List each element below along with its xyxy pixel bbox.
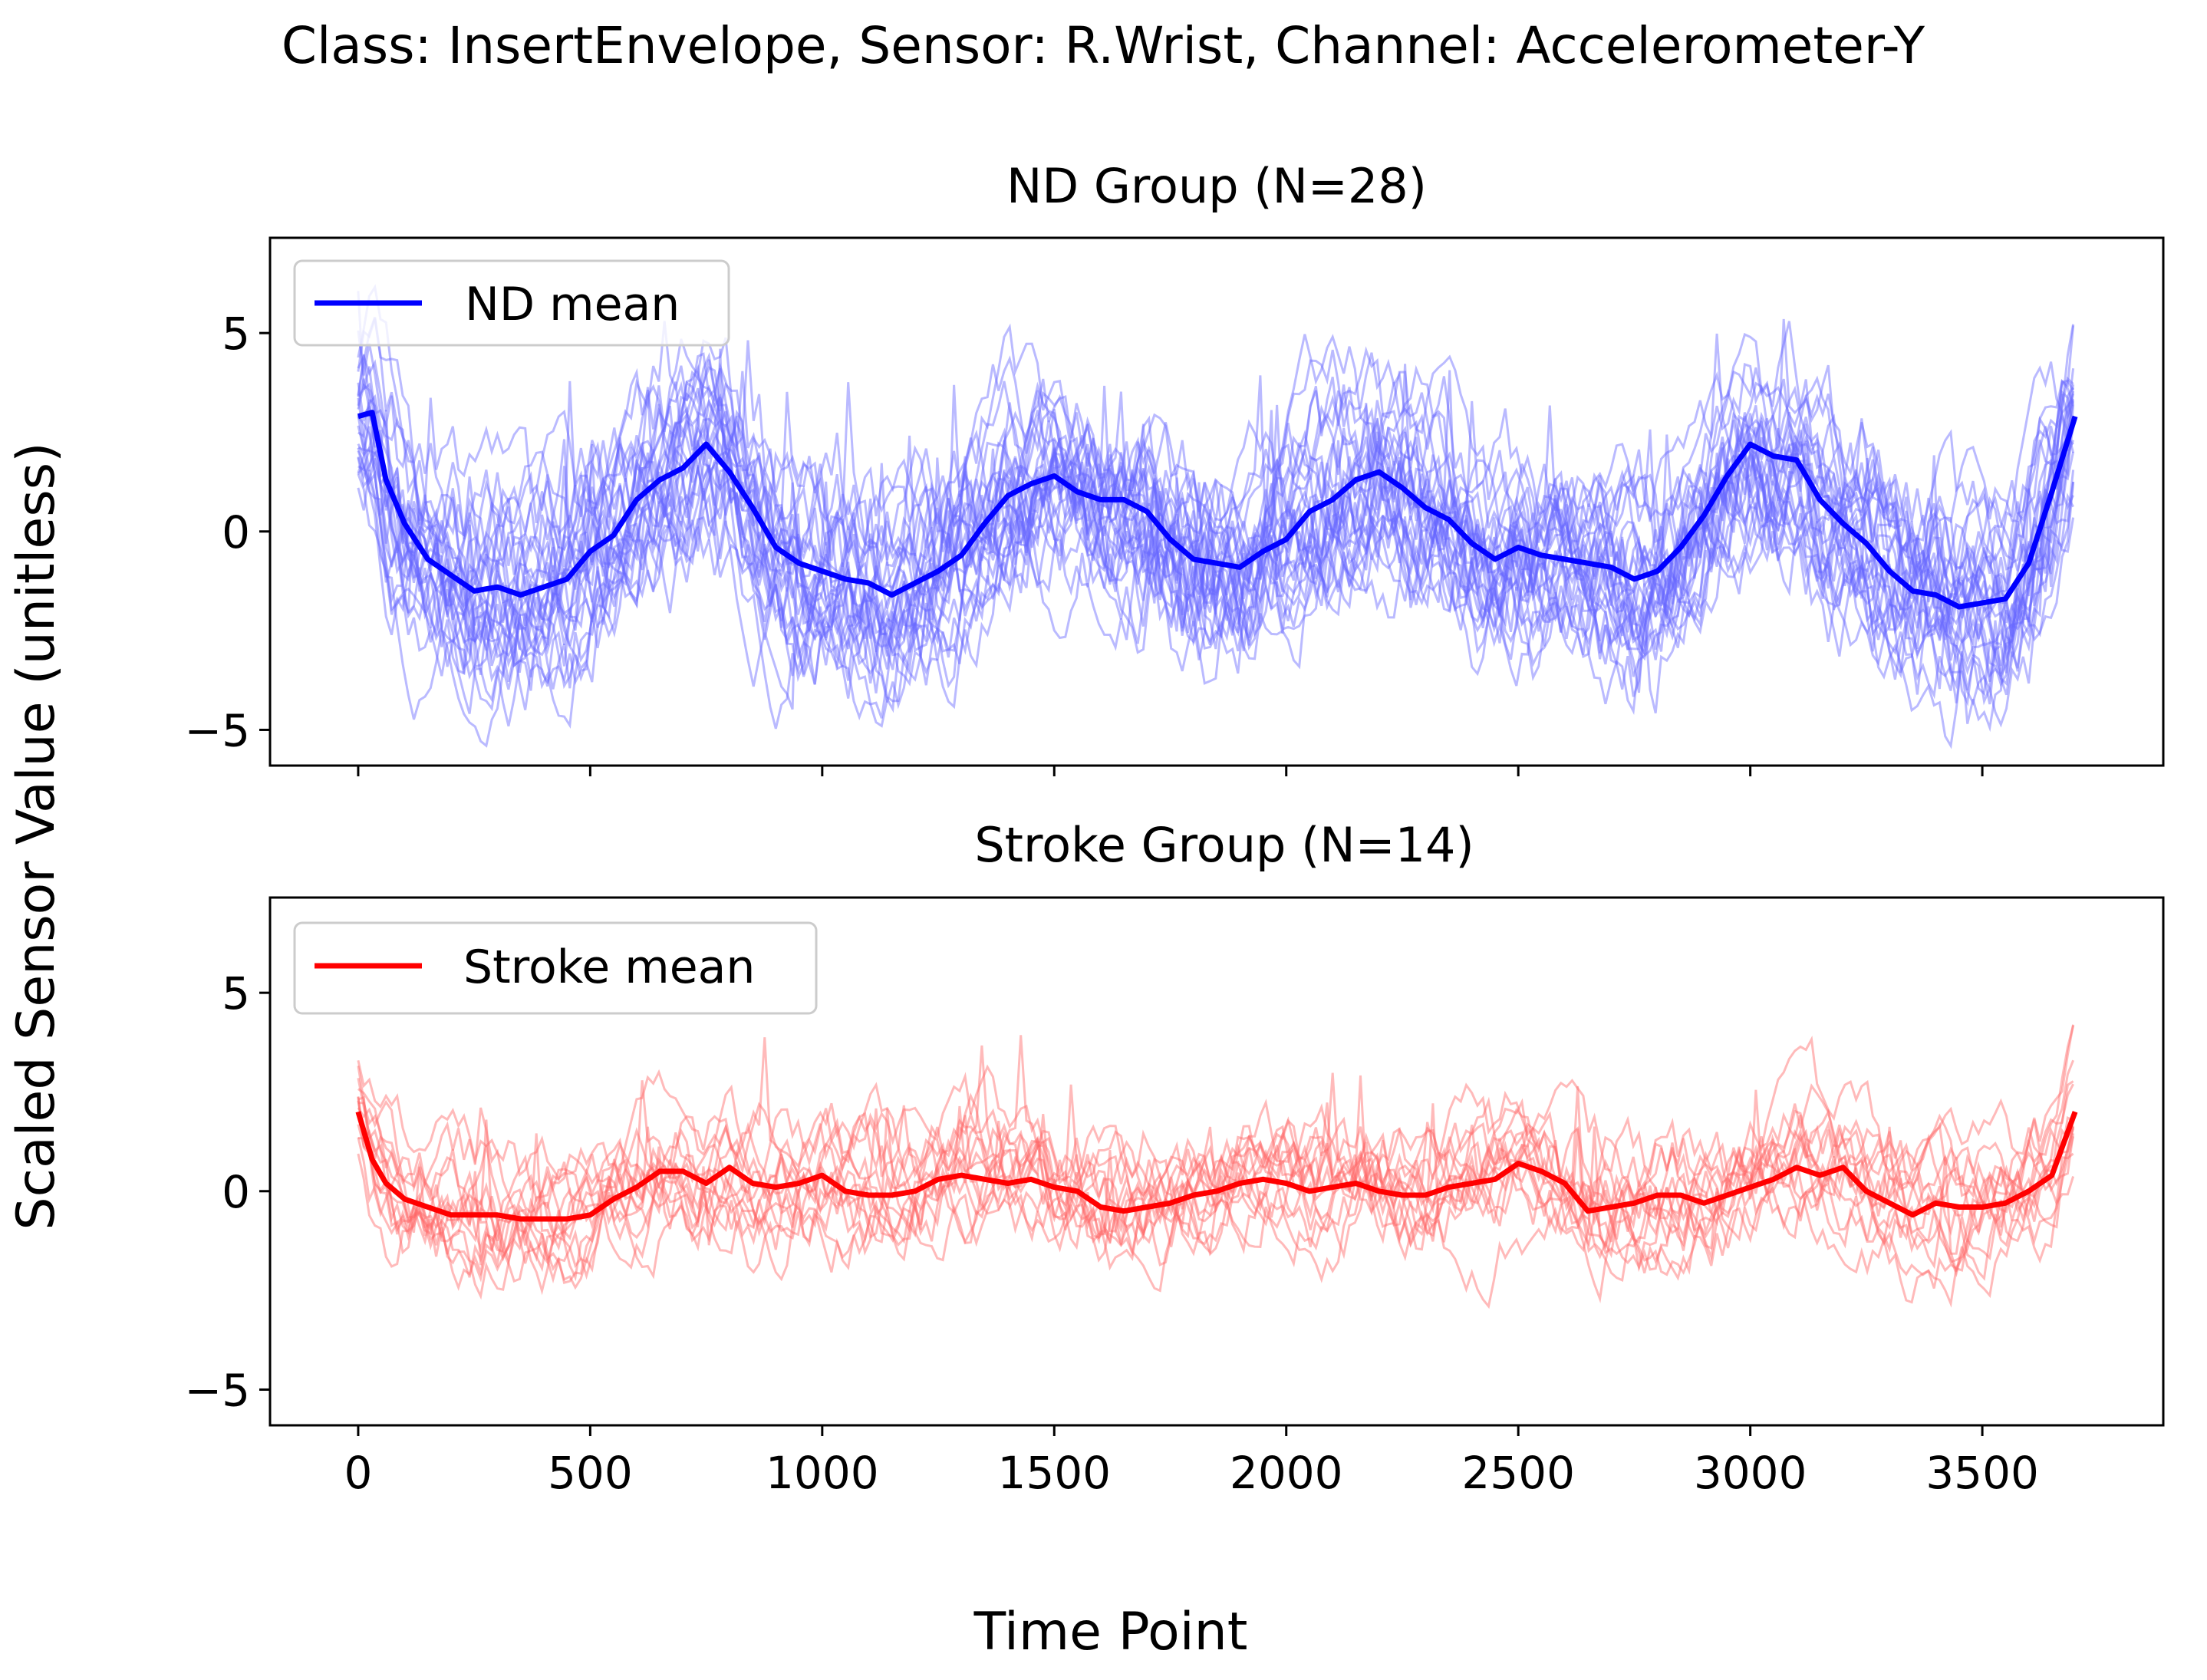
y-tick-label: −5 xyxy=(185,1364,251,1416)
individual-trace xyxy=(357,291,2074,666)
individual-trace xyxy=(357,390,2075,710)
figure-ylabel: Scaled Sensor Value (unitless) xyxy=(6,442,67,1230)
x-tick-label: 0 xyxy=(344,1447,372,1499)
y-tick-label: −5 xyxy=(185,704,251,756)
nd-legend-box xyxy=(293,259,730,347)
individual-trace xyxy=(357,333,2075,624)
individual-trace xyxy=(357,352,2075,644)
individual-trace xyxy=(357,1078,2075,1262)
nd-group-panel: ND Group (N=28) −5 0 5 ND mean xyxy=(185,158,2165,776)
individual-trace xyxy=(357,348,2075,683)
individual-trace xyxy=(357,316,2074,621)
individual-trace xyxy=(357,364,2074,690)
individual-trace xyxy=(357,387,2075,748)
x-tick-label: 1000 xyxy=(766,1447,879,1499)
y-tick-label: 0 xyxy=(222,506,250,558)
individual-trace xyxy=(357,411,2075,710)
y-tick-label: 5 xyxy=(222,308,250,360)
mean-series-line xyxy=(357,410,2078,610)
individual-trace xyxy=(357,1024,2075,1255)
individual-trace xyxy=(357,1085,2075,1281)
individual-trace xyxy=(357,364,2074,713)
figure-suptitle: Class: InsertEnvelope, Sensor: R.Wrist, … xyxy=(282,16,1925,75)
individual-trace xyxy=(357,379,2074,679)
individual-trace xyxy=(357,378,2075,663)
stroke-legend-box xyxy=(293,921,818,1015)
individual-trace xyxy=(357,323,2075,616)
individual-trace xyxy=(357,383,2075,684)
y-tick-label: 0 xyxy=(222,1166,250,1218)
x-tick-label: 3500 xyxy=(1925,1447,2039,1499)
individual-trace xyxy=(357,284,2074,659)
nd-axes-frame xyxy=(268,236,2165,767)
nd-y-axis: −5 0 5 xyxy=(185,308,270,756)
stroke-legend: Stroke mean xyxy=(293,921,818,1015)
nd-individual-traces xyxy=(357,284,2075,749)
individual-trace xyxy=(357,399,2075,681)
individual-trace xyxy=(357,318,2074,614)
individual-trace xyxy=(357,1100,2074,1291)
x-tick-label: 2500 xyxy=(1461,1447,1575,1499)
individual-trace xyxy=(357,1025,2075,1230)
nd-x-axis xyxy=(357,766,1984,776)
individual-trace xyxy=(357,1089,2075,1293)
individual-trace xyxy=(357,390,2075,730)
individual-trace xyxy=(357,414,2075,749)
nd-panel-title: ND Group (N=28) xyxy=(1006,158,1427,214)
x-tick-label: 1500 xyxy=(997,1447,1111,1499)
stroke-legend-label: Stroke mean xyxy=(463,940,755,994)
figure-xlabel: Time Point xyxy=(973,1602,1248,1662)
nd-mean-layer xyxy=(357,410,2078,610)
individual-trace xyxy=(357,1103,2075,1309)
x-tick-label: 500 xyxy=(548,1447,633,1499)
stroke-x-axis: 0 500 1000 1500 2000 2500 3000 3500 xyxy=(344,1425,2039,1499)
individual-trace xyxy=(357,371,2075,699)
x-tick-label: 3000 xyxy=(1694,1447,1807,1499)
individual-trace xyxy=(357,1059,2074,1245)
individual-trace xyxy=(357,413,2074,726)
stroke-panel-title: Stroke Group (N=14) xyxy=(974,817,1474,873)
y-tick-label: 5 xyxy=(222,967,250,1020)
individual-trace xyxy=(357,354,2075,655)
nd-legend-label: ND mean xyxy=(465,278,680,331)
x-tick-label: 2000 xyxy=(1230,1447,1343,1499)
individual-trace xyxy=(357,324,2075,682)
stroke-y-axis: −5 0 5 xyxy=(185,967,270,1416)
stroke-group-panel: Stroke Group (N=14) −5 0 5 0 500 1000 1500 200… xyxy=(185,817,2165,1499)
individual-trace xyxy=(357,381,2075,683)
mean-series-line xyxy=(355,1111,2078,1222)
individual-trace xyxy=(357,384,2075,733)
stroke-mean-layer xyxy=(355,1111,2078,1222)
stroke-axes-frame xyxy=(268,896,2165,1427)
nd-legend: ND mean xyxy=(293,259,730,347)
individual-trace xyxy=(357,410,2075,728)
